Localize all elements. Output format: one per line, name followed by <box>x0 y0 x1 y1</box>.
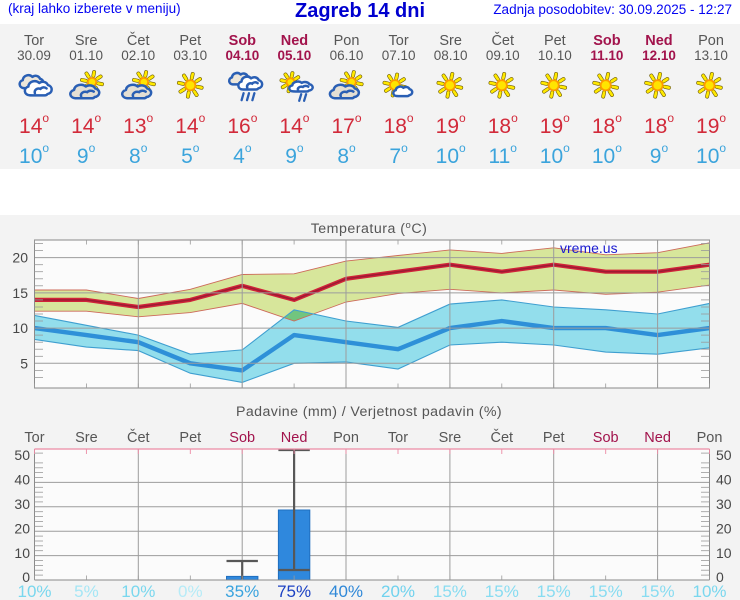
svg-text:0%: 0% <box>178 582 203 600</box>
svg-text:vreme.us: vreme.us <box>560 240 618 256</box>
svg-text:40: 40 <box>716 472 732 488</box>
svg-text:Pet: Pet <box>179 430 201 446</box>
svg-text:Sob: Sob <box>593 430 619 446</box>
svg-text:Tor: Tor <box>388 430 408 446</box>
svg-text:20: 20 <box>716 520 732 536</box>
svg-text:15%: 15% <box>537 582 571 600</box>
svg-text:0: 0 <box>22 569 30 585</box>
svg-text:Ned: Ned <box>281 430 308 446</box>
svg-text:20%: 20% <box>381 582 415 600</box>
svg-text:15%: 15% <box>589 582 623 600</box>
svg-text:50: 50 <box>14 447 30 463</box>
svg-text:20: 20 <box>14 520 30 536</box>
svg-text:15%: 15% <box>433 582 467 600</box>
svg-text:Čet: Čet <box>491 429 514 446</box>
svg-text:Sre: Sre <box>439 430 462 446</box>
svg-text:10: 10 <box>716 545 732 561</box>
svg-text:40%: 40% <box>329 582 363 600</box>
svg-text:Čet: Čet <box>127 429 150 446</box>
svg-text:10%: 10% <box>692 582 726 600</box>
svg-text:10%: 10% <box>121 582 155 600</box>
svg-text:35%: 35% <box>225 582 259 600</box>
svg-text:15%: 15% <box>641 582 675 600</box>
svg-text:40: 40 <box>14 472 30 488</box>
svg-text:Pet: Pet <box>543 430 565 446</box>
svg-text:Sre: Sre <box>75 430 98 446</box>
svg-text:75%: 75% <box>277 582 311 600</box>
svg-text:Pon: Pon <box>697 430 723 446</box>
svg-text:30: 30 <box>14 496 30 512</box>
svg-text:30: 30 <box>716 496 732 512</box>
svg-text:5: 5 <box>20 355 28 371</box>
svg-text:50: 50 <box>716 447 732 463</box>
svg-text:Tor: Tor <box>24 430 44 446</box>
svg-text:10: 10 <box>12 320 28 336</box>
svg-text:0: 0 <box>716 569 724 585</box>
svg-text:15%: 15% <box>485 582 519 600</box>
svg-text:10%: 10% <box>17 582 51 600</box>
svg-text:15: 15 <box>12 285 28 301</box>
svg-text:Ned: Ned <box>644 430 671 446</box>
svg-text:Pon: Pon <box>333 430 359 446</box>
svg-text:Sob: Sob <box>229 430 255 446</box>
svg-text:20: 20 <box>12 250 28 266</box>
svg-text:5%: 5% <box>74 582 99 600</box>
svg-text:Temperatura (oC): Temperatura (oC) <box>311 220 428 237</box>
svg-text:10: 10 <box>14 545 30 561</box>
svg-text:Padavine (mm) / Verjetnost pad: Padavine (mm) / Verjetnost padavin (%) <box>236 404 502 420</box>
